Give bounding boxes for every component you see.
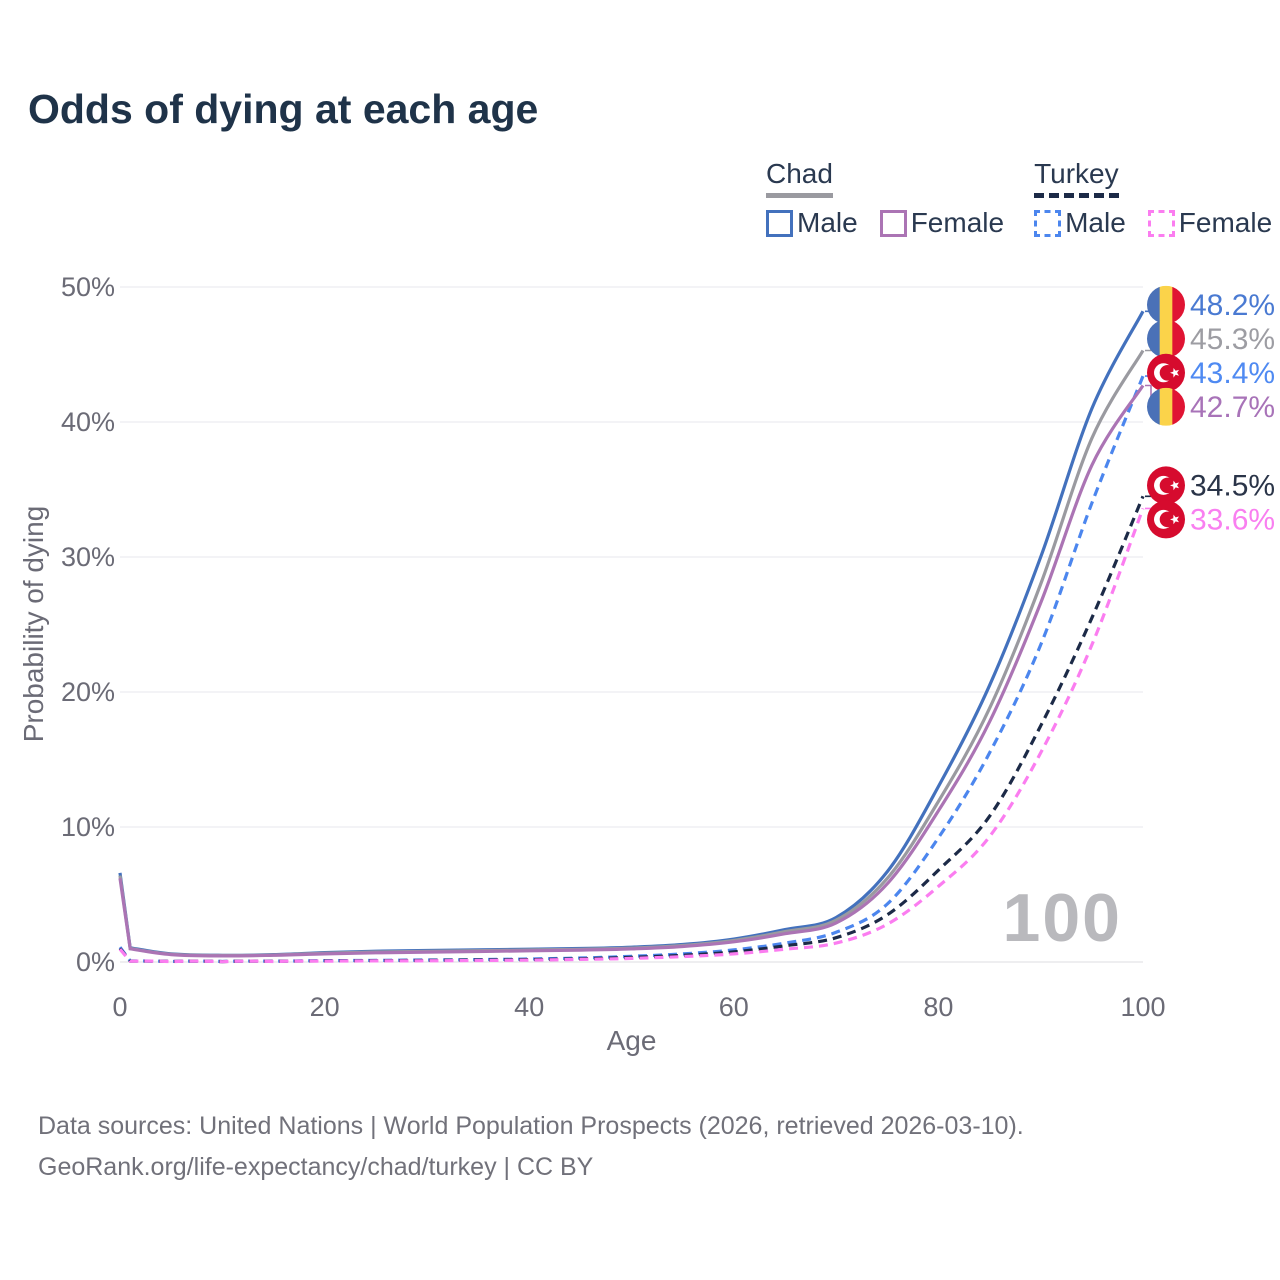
x-tick-label: 0	[112, 992, 127, 1022]
flag-stripes	[1147, 319, 1185, 358]
y-tick-label: 30%	[61, 542, 115, 572]
y-tick-label: 20%	[61, 677, 115, 707]
y-tick-label: 10%	[61, 812, 115, 842]
x-tick-label: 80	[923, 992, 953, 1022]
legend-item-label: Male	[1065, 207, 1126, 238]
chad-red-stripe	[1172, 387, 1185, 426]
turkey-star	[1170, 480, 1179, 491]
series-line-chad-female	[118, 384, 1145, 958]
flag-icon-turkey	[1147, 466, 1185, 505]
flag-icon-turkey	[1147, 500, 1185, 539]
page-title: Odds of dying at each age	[28, 86, 539, 132]
series-line-turkey-female	[118, 507, 1145, 964]
chad-female-swatch-icon	[879, 209, 907, 237]
legend-item-label: Male	[797, 207, 858, 238]
chad-yellow-stripe	[1159, 387, 1173, 426]
flag-icon-chad	[1147, 319, 1185, 358]
turkey-crescent-inner	[1159, 511, 1176, 528]
turkey-star	[1170, 514, 1179, 525]
end-value-label-chad-male: 48.2%	[1190, 289, 1275, 322]
chad-yellow-stripe	[1159, 319, 1173, 358]
legend-item-label: Female	[1178, 207, 1273, 238]
footer-attribution: GeoRank.org/life-expectancy/chad/turkey …	[38, 1153, 594, 1181]
flag-icon-chad	[1147, 285, 1185, 324]
end-value-label-turkey-female: 33.6%	[1190, 503, 1275, 536]
chad-yellow-stripe	[1159, 285, 1173, 324]
y-tick-label: 40%	[61, 407, 115, 437]
legend-group-chad: Chad Male Female	[766, 158, 1004, 239]
x-tick-label: 100	[1120, 992, 1165, 1022]
chad-red-stripe	[1172, 319, 1185, 358]
series-line-chad-male	[118, 310, 1145, 957]
legend: Chad Male Female Turkey Male	[766, 158, 1272, 239]
chad-male-swatch-icon	[766, 209, 793, 237]
flag-stripes	[1147, 285, 1185, 324]
chad-blue-stripe	[1147, 387, 1161, 426]
x-axis-title: Age	[607, 1025, 657, 1056]
watermark-label: 100	[1003, 880, 1122, 956]
legend-item-chad-male: Male	[766, 207, 858, 239]
series-line-chad-both-sexes	[118, 349, 1145, 958]
footer-data-sources: Data sources: United Nations | World Pop…	[38, 1112, 1024, 1140]
x-tick-label: 60	[719, 992, 749, 1022]
flag-icon-chad	[1147, 387, 1185, 426]
flag-stripes	[1147, 387, 1185, 426]
end-value-label-chad-both-sexes: 45.3%	[1190, 323, 1275, 356]
x-tick-label: 40	[514, 992, 544, 1022]
legend-item-label: Female	[910, 207, 1005, 238]
chad-blue-stripe	[1147, 285, 1161, 324]
y-tick-label: 0%	[76, 947, 115, 977]
legend-country-turkey: Turkey	[1034, 158, 1119, 198]
legend-country-chad: Chad	[766, 158, 833, 198]
y-axis-title: Probability of dying	[18, 506, 49, 743]
turkey-crescent-inner	[1159, 365, 1176, 381]
footer: Data sources: United Nations | World Pop…	[38, 1106, 1024, 1188]
end-value-label-chad-female: 42.7%	[1190, 391, 1275, 424]
turkey-female-swatch-icon	[1147, 209, 1175, 237]
turkey-star	[1170, 368, 1179, 378]
legend-item-turkey-female: Female	[1147, 207, 1273, 239]
chad-red-stripe	[1172, 285, 1185, 324]
legend-item-turkey-male: Male	[1034, 207, 1126, 239]
end-value-label-turkey-male: 43.4%	[1190, 357, 1275, 390]
legend-group-turkey: Turkey Male Female	[1034, 158, 1272, 239]
turkey-crescent-inner	[1159, 477, 1176, 494]
y-tick-label: 50%	[61, 272, 115, 302]
series-line-turkey-both-sexes	[118, 495, 1145, 964]
x-tick-label: 20	[310, 992, 340, 1022]
end-value-label-turkey-both-sexes: 34.5%	[1190, 469, 1275, 502]
legend-item-chad-female: Female	[879, 207, 1005, 239]
flag-icon-turkey	[1147, 353, 1185, 392]
chad-blue-stripe	[1147, 319, 1161, 358]
series-line-turkey-male	[118, 375, 1145, 964]
turkey-male-swatch-icon	[1034, 209, 1062, 237]
legend-items-chad: Male Female	[766, 207, 1004, 239]
legend-items-turkey: Male Female	[1034, 207, 1272, 239]
